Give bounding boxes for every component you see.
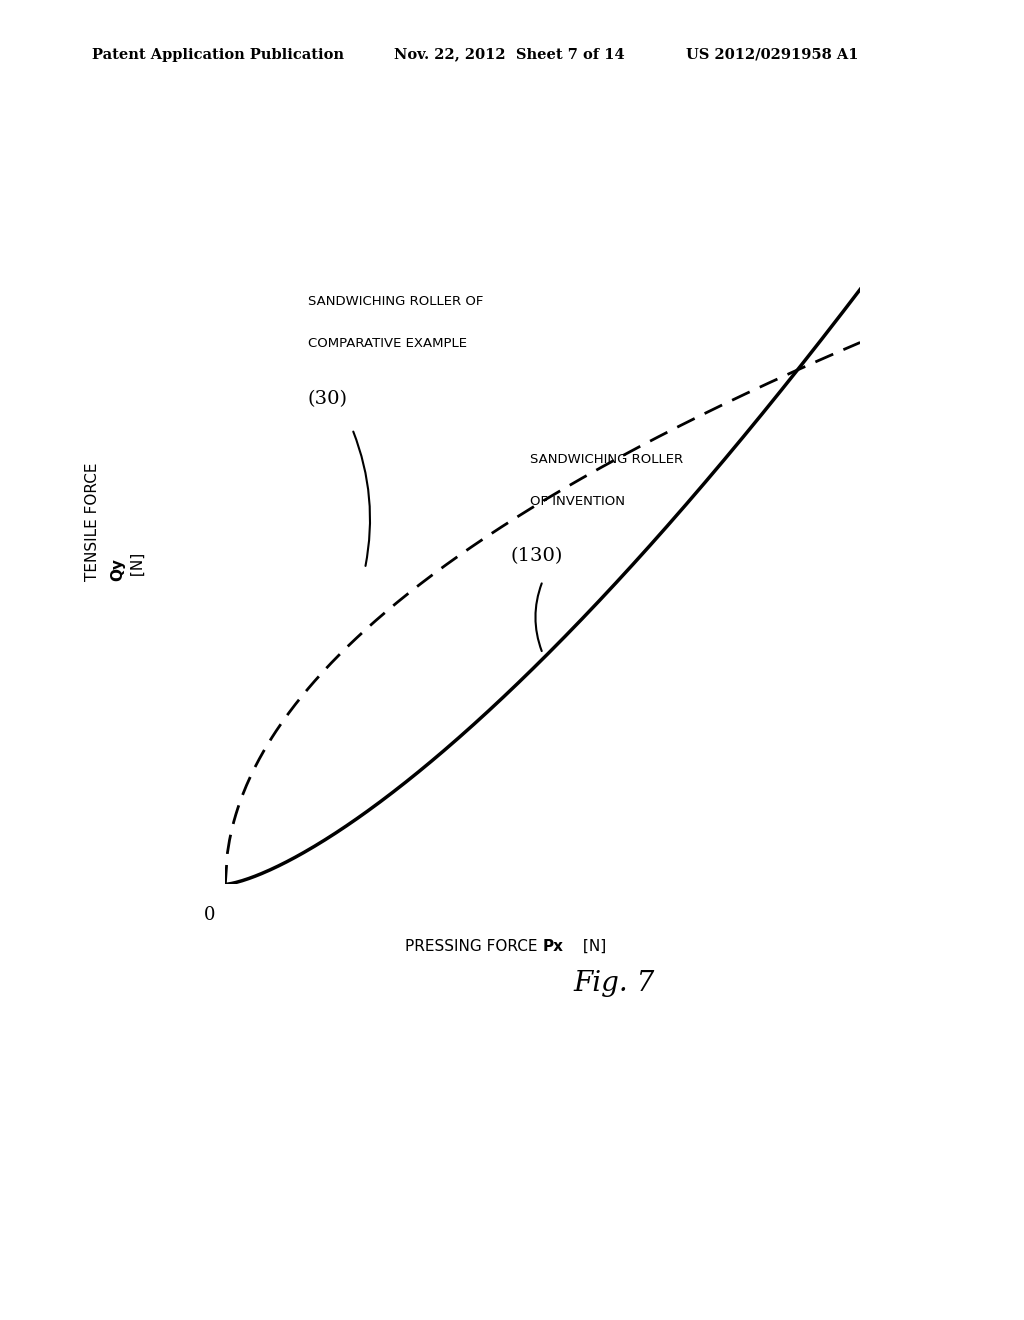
- Text: Fig. 7: Fig. 7: [573, 970, 655, 997]
- Text: Px: Px: [543, 939, 564, 954]
- Text: PRESSING FORCE: PRESSING FORCE: [406, 939, 543, 954]
- Text: (30): (30): [308, 389, 348, 408]
- Text: [N]: [N]: [131, 553, 145, 581]
- Text: [N]: [N]: [578, 939, 606, 954]
- Text: OF INVENTION: OF INVENTION: [530, 495, 625, 508]
- Text: US 2012/0291958 A1: US 2012/0291958 A1: [686, 48, 858, 62]
- Text: (130): (130): [511, 548, 563, 565]
- Text: Qy: Qy: [111, 558, 125, 581]
- Text: SANDWICHING ROLLER OF: SANDWICHING ROLLER OF: [308, 294, 483, 308]
- Text: TENSILE FORCE: TENSILE FORCE: [85, 458, 99, 581]
- Text: 0: 0: [204, 906, 215, 924]
- Text: COMPARATIVE EXAMPLE: COMPARATIVE EXAMPLE: [308, 338, 467, 351]
- Text: Nov. 22, 2012  Sheet 7 of 14: Nov. 22, 2012 Sheet 7 of 14: [394, 48, 625, 62]
- Text: SANDWICHING ROLLER: SANDWICHING ROLLER: [530, 453, 683, 466]
- Text: Patent Application Publication: Patent Application Publication: [92, 48, 344, 62]
